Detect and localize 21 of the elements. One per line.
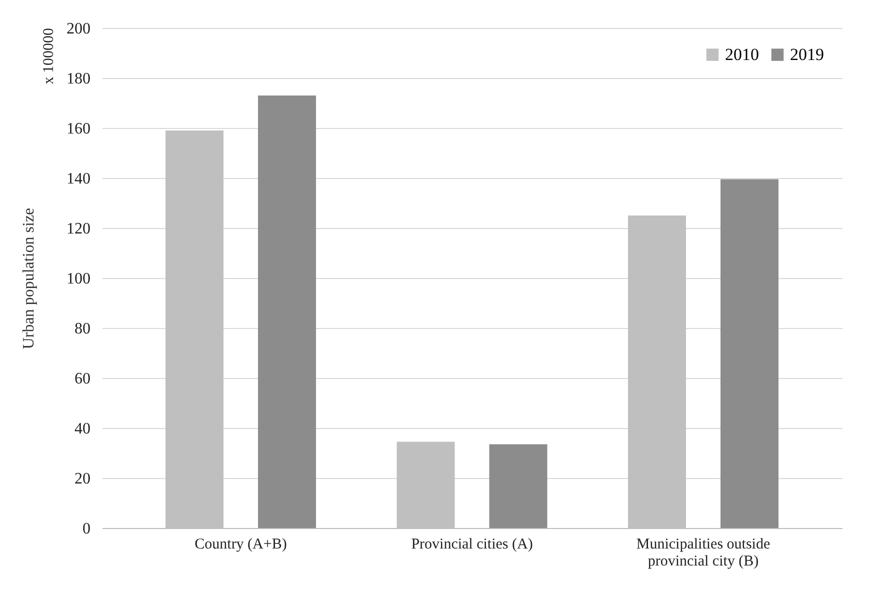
y-tick-label: 180	[66, 70, 90, 88]
legend-label: 2019	[790, 44, 824, 64]
y-tick-label: 200	[66, 20, 90, 38]
y-tick-label: 120	[66, 220, 90, 238]
y-tick-label: 40	[74, 420, 90, 438]
y-tick-label: 60	[74, 370, 90, 388]
y-tick-label: 160	[66, 120, 90, 138]
y-tick-label: 140	[66, 170, 90, 188]
y-tick-label: 80	[74, 320, 90, 338]
text: x 100000	[41, 28, 57, 84]
y-tick-label: 100	[66, 270, 90, 288]
y-tick-label: 20	[74, 470, 90, 488]
bar	[489, 444, 548, 528]
y-tick-label: 0	[82, 520, 90, 538]
legend-label: 2010	[725, 44, 759, 64]
x-tick-label: Municipalities outside provincial city (B)	[636, 536, 770, 570]
bar	[720, 179, 778, 528]
x-tick-label: Country (A+B)	[194, 536, 287, 552]
y-axis-title: Urban population size	[20, 208, 38, 350]
bar	[258, 96, 316, 528]
x-tick-label: Provincial cities (A)	[411, 536, 533, 552]
